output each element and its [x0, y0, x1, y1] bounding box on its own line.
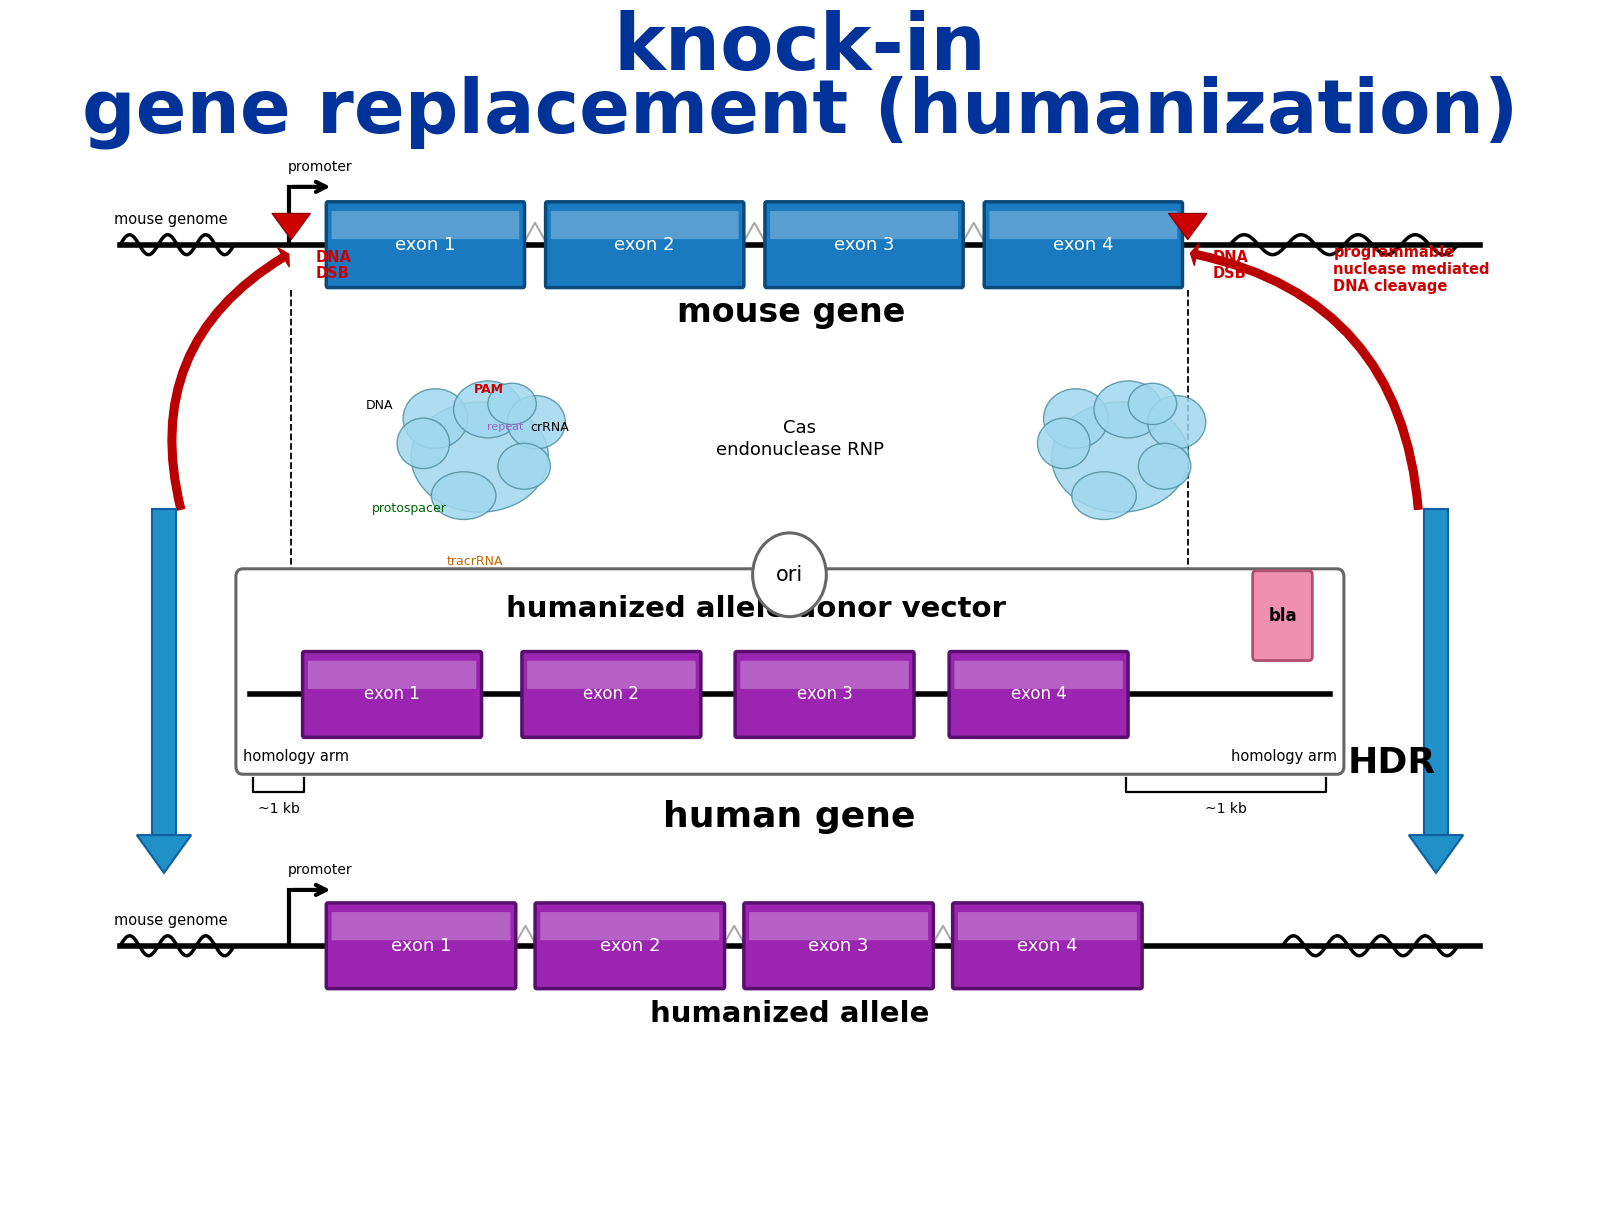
Polygon shape: [136, 836, 190, 872]
Text: ~1 kb: ~1 kb: [258, 802, 299, 816]
FancyBboxPatch shape: [744, 903, 933, 989]
FancyBboxPatch shape: [952, 903, 1142, 989]
Text: mouse genome: mouse genome: [114, 913, 227, 928]
Text: humanized allele: humanized allele: [650, 1000, 930, 1027]
Text: crRNA: crRNA: [530, 421, 568, 433]
Text: exon 3: exon 3: [834, 236, 894, 254]
FancyBboxPatch shape: [326, 201, 525, 287]
Circle shape: [752, 533, 826, 617]
Text: HDR: HDR: [1347, 746, 1435, 780]
FancyBboxPatch shape: [302, 652, 482, 737]
Text: DNA: DNA: [366, 399, 394, 412]
Text: ~1 kb: ~1 kb: [1205, 802, 1248, 816]
FancyBboxPatch shape: [546, 201, 744, 287]
Text: Cas
endonuclease RNP: Cas endonuclease RNP: [717, 420, 883, 459]
FancyBboxPatch shape: [534, 903, 725, 989]
FancyBboxPatch shape: [770, 211, 958, 239]
Text: gene replacement (humanization): gene replacement (humanization): [82, 75, 1518, 148]
FancyBboxPatch shape: [326, 903, 515, 989]
Polygon shape: [1424, 509, 1448, 836]
FancyBboxPatch shape: [1253, 571, 1312, 660]
Text: exon 1: exon 1: [395, 236, 456, 254]
FancyBboxPatch shape: [331, 211, 520, 239]
Ellipse shape: [1147, 395, 1206, 449]
Text: ori: ori: [776, 564, 803, 585]
Ellipse shape: [453, 380, 522, 438]
Text: exon 2: exon 2: [614, 236, 675, 254]
Text: exon 1: exon 1: [365, 686, 421, 703]
Text: DNA
DSB: DNA DSB: [1213, 249, 1248, 281]
Ellipse shape: [498, 443, 550, 490]
Text: promoter: promoter: [288, 160, 352, 174]
FancyBboxPatch shape: [526, 661, 696, 688]
Text: promoter: promoter: [288, 863, 352, 877]
FancyBboxPatch shape: [734, 652, 914, 737]
Ellipse shape: [432, 472, 496, 519]
Ellipse shape: [1072, 472, 1136, 519]
FancyBboxPatch shape: [954, 661, 1123, 688]
FancyBboxPatch shape: [749, 912, 928, 940]
FancyBboxPatch shape: [235, 569, 1344, 774]
Text: human gene: human gene: [664, 800, 915, 834]
Text: DNA
DSB: DNA DSB: [315, 249, 352, 281]
Ellipse shape: [1051, 402, 1189, 512]
Polygon shape: [1168, 213, 1206, 239]
FancyBboxPatch shape: [307, 661, 477, 688]
Text: programmable
nuclease mediated
DNA cleavage: programmable nuclease mediated DNA cleav…: [1333, 244, 1490, 294]
Text: mouse gene: mouse gene: [677, 296, 906, 329]
FancyBboxPatch shape: [989, 211, 1178, 239]
Text: exon 4: exon 4: [1018, 936, 1078, 955]
Text: exon 4: exon 4: [1053, 236, 1114, 254]
Ellipse shape: [403, 389, 467, 448]
Ellipse shape: [1128, 383, 1176, 425]
FancyBboxPatch shape: [741, 661, 909, 688]
Text: repeat: repeat: [488, 422, 523, 432]
Ellipse shape: [1138, 443, 1190, 490]
Text: exon 3: exon 3: [797, 686, 853, 703]
Text: exon 1: exon 1: [390, 936, 451, 955]
Text: exon 4: exon 4: [1011, 686, 1067, 703]
Text: knock-in: knock-in: [613, 10, 987, 86]
Text: exon 2: exon 2: [600, 936, 661, 955]
Text: humanized allele donor vector: humanized allele donor vector: [506, 595, 1006, 622]
Text: PAM: PAM: [474, 383, 504, 396]
Text: exon 3: exon 3: [808, 936, 869, 955]
FancyBboxPatch shape: [765, 201, 963, 287]
Ellipse shape: [1037, 418, 1090, 469]
Ellipse shape: [488, 383, 536, 425]
FancyBboxPatch shape: [949, 652, 1128, 737]
Text: protospacer: protospacer: [373, 503, 446, 515]
Text: homology arm: homology arm: [243, 750, 349, 764]
Polygon shape: [272, 213, 310, 239]
FancyBboxPatch shape: [550, 211, 739, 239]
FancyBboxPatch shape: [958, 912, 1138, 940]
Ellipse shape: [397, 418, 450, 469]
Ellipse shape: [507, 395, 565, 449]
Ellipse shape: [1043, 389, 1109, 448]
Text: exon 2: exon 2: [584, 686, 640, 703]
Polygon shape: [152, 509, 176, 836]
FancyBboxPatch shape: [541, 912, 720, 940]
Ellipse shape: [411, 402, 549, 512]
Polygon shape: [1410, 836, 1464, 872]
FancyBboxPatch shape: [331, 912, 510, 940]
FancyBboxPatch shape: [984, 201, 1182, 287]
FancyBboxPatch shape: [522, 652, 701, 737]
Text: homology arm: homology arm: [1232, 750, 1338, 764]
Text: bla: bla: [1269, 606, 1298, 625]
Ellipse shape: [1094, 380, 1163, 438]
Text: mouse genome: mouse genome: [114, 212, 227, 227]
Text: tracrRNA: tracrRNA: [446, 556, 504, 568]
